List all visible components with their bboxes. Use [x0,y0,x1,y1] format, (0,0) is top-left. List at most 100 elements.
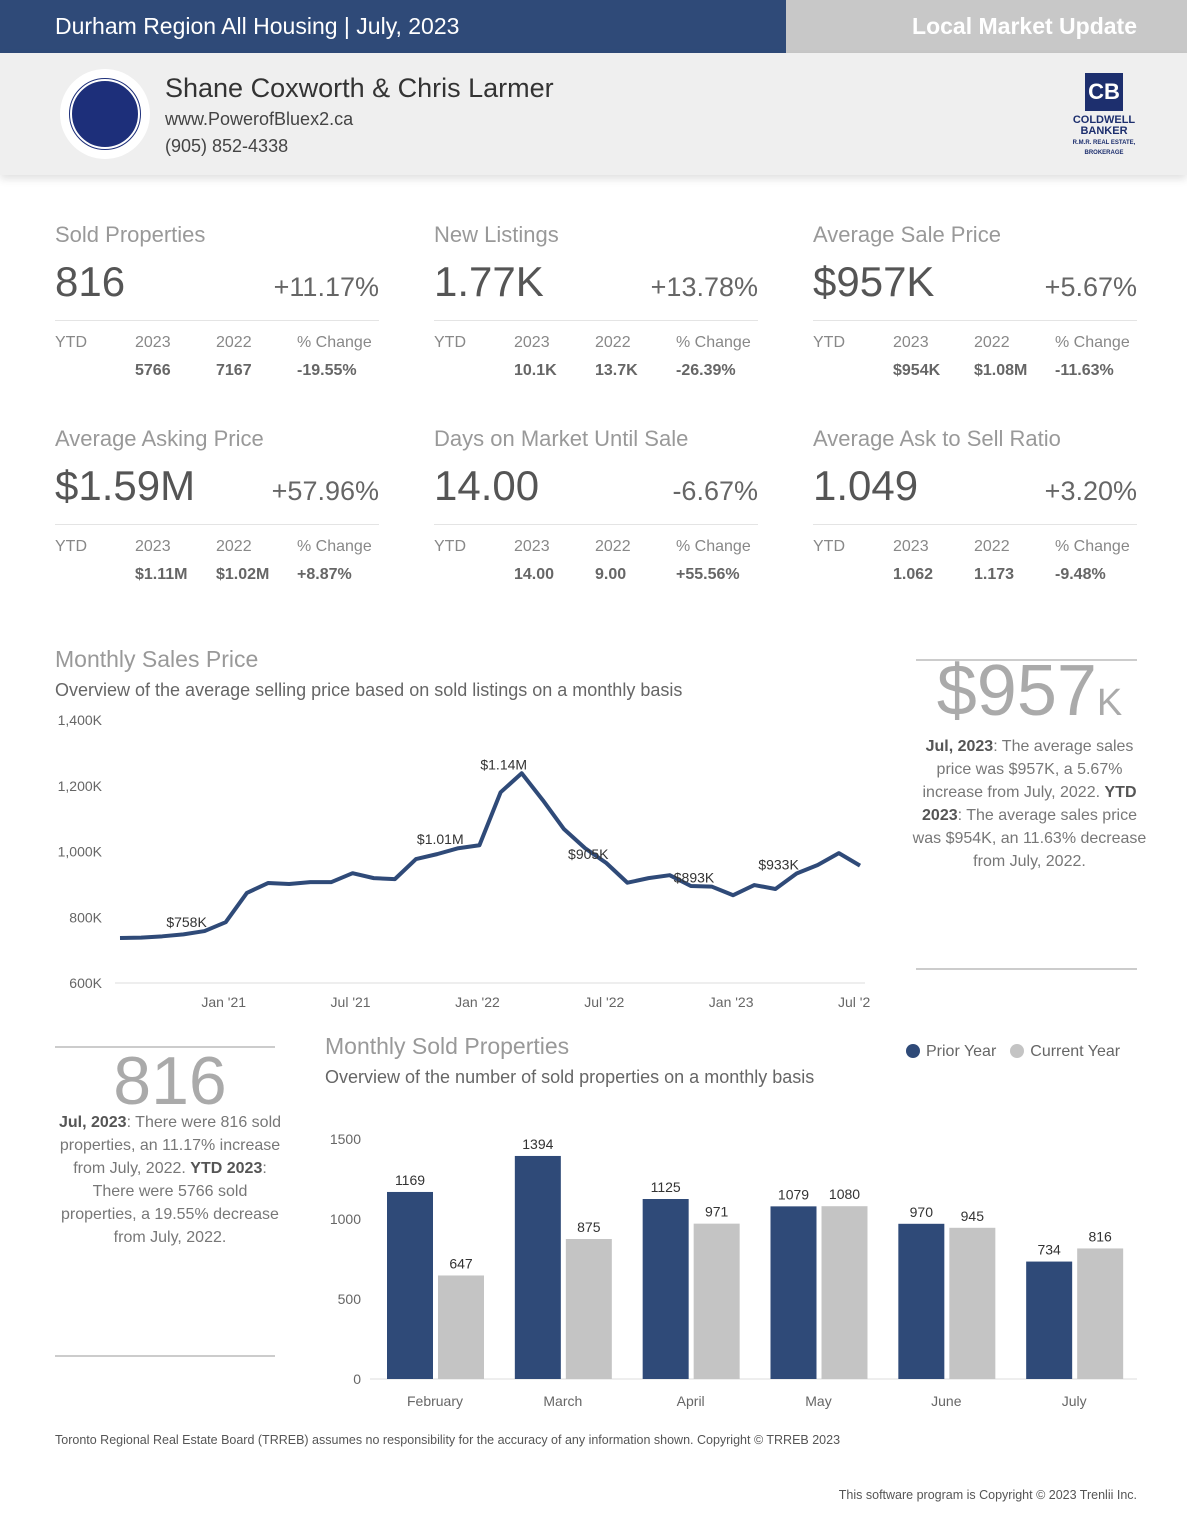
col-2022: 2022 [974,334,1010,351]
divider [55,1355,275,1357]
x-tick-label: Jul '22 [584,994,624,1010]
x-tick-label: February [407,1393,463,1409]
sold-chart-subtitle: Overview of the number of sold propertie… [325,1067,815,1087]
col-2022: 2022 [974,538,1010,555]
x-tick-label: Jan '21 [201,994,246,1010]
agent-phone: (905) 852-4338 [165,136,289,156]
x-tick-label: Jan '23 [709,994,754,1010]
x-tick-label: Jul '23 [838,994,870,1010]
data-label: $1.01M [417,831,464,847]
stat-change: +11.17% [273,272,379,302]
agent-logo [60,69,150,159]
ytd-change: -9.48% [1055,566,1106,583]
ytd-2022: 1.173 [974,566,1015,583]
y-tick-label: 1500 [330,1131,361,1147]
agent-website[interactable]: www.PowerofBluex2.ca [165,109,354,129]
col-2023: 2023 [514,334,550,351]
price-line [119,771,862,940]
y-tick-label: 1000 [330,1211,361,1227]
stat-card: Average Ask to Sell Ratio 1.049 +3.20% YT… [813,426,1137,584]
sold-chart-title: Monthly Sold Properties [325,1033,570,1059]
ytd-label: YTD [55,334,87,351]
bar-current [693,1223,740,1379]
report-badge: Local Market Update [786,0,1187,53]
stat-title: Sold Properties [55,222,206,247]
ytd-2022: 9.00 [595,566,627,583]
y-tick-label: 800K [69,909,102,925]
col-change: % Change [676,538,751,555]
divider [916,968,1137,970]
data-label: $1.14M [480,756,527,772]
sold-properties-bar-chart: 0 500 1000 1500 1169 647 February 1394 875 March 1… [330,1131,1137,1409]
sold-summary: 816 Jul, 2023: There were 816 sold prope… [55,1047,285,1249]
bar-prior [770,1206,817,1379]
bar-prior [514,1155,561,1379]
bar-label: 1169 [395,1172,425,1188]
stat-value: $1.59M [55,462,196,509]
price-big-value: $957 [936,651,1097,731]
x-tick-label: July [1062,1393,1087,1409]
ytd-2023: 1.062 [893,566,934,583]
software-copyright: This software program is Copyright © 202… [838,1488,1137,1502]
ytd-label: YTD [55,538,87,555]
data-label: $933K [758,857,799,873]
stat-value: $957K [813,258,935,305]
stat-title: Average Sale Price [813,222,1001,247]
ytd-2023: $1.11M [135,566,188,583]
ytd-change: +8.87% [297,566,352,583]
x-tick-label: June [931,1393,962,1409]
data-label: $905K [568,846,609,862]
bar-current [949,1227,996,1379]
col-2023: 2023 [135,334,171,351]
stat-card: Average Asking Price $1.59M +57.96% YTD 20… [55,426,379,584]
x-tick-label: Jan '22 [455,994,500,1010]
divider [55,1046,275,1048]
bar-current [1077,1248,1124,1379]
bar-label: 647 [449,1255,473,1271]
legend-prior-year: Prior Year [906,1043,996,1061]
stat-card: Days on Market Until Sale 14.00 -6.67% YT… [434,426,758,584]
bar-current [821,1206,868,1379]
bar-current [438,1275,484,1379]
bar-label: 971 [705,1204,729,1220]
x-tick-label: April [677,1393,705,1409]
ytd-label: YTD [434,334,466,351]
col-2023: 2023 [514,538,550,555]
sales-price-line-chart: 600K 800K 1,000K 1,200K 1,400K Jan '21 Jul '21… [58,712,870,1010]
col-change: % Change [297,334,372,351]
data-label: $758K [166,914,207,930]
col-2023: 2023 [893,538,929,555]
x-tick-label: May [805,1393,831,1409]
bar-current [565,1239,612,1379]
y-tick-label: 1,400K [58,712,103,728]
bar-prior [387,1191,433,1379]
ytd-label: YTD [813,334,845,351]
bar-label: 1125 [651,1179,681,1195]
x-tick-label: March [543,1393,582,1409]
stat-value: 1.77K [434,258,544,305]
stat-value: 1.049 [813,462,919,509]
price-chart-title: Monthly Sales Price [55,646,259,672]
stat-change: +13.78% [650,272,758,302]
data-label: $893K [674,870,715,886]
stat-title: Days on Market Until Sale [434,426,689,451]
ytd-2023: 5766 [135,362,171,379]
bar-label: 1079 [778,1186,809,1202]
ytd-2022: 13.7K [595,362,638,379]
ytd-change: -26.39% [676,362,736,379]
price-summary: $957K Jul, 2023: The average sales price… [912,651,1147,870]
stat-card: Sold Properties 816 +11.17% YTD 2023 2022 % … [55,222,379,380]
bar-label: 1080 [829,1186,860,1202]
bar-prior [642,1199,689,1379]
col-2023: 2023 [135,538,171,555]
stat-change: +57.96% [271,476,379,506]
ytd-2022: 7167 [216,362,252,379]
bar-label: 734 [1037,1242,1061,1258]
y-tick-label: 1,000K [58,844,103,860]
stat-title: New Listings [434,222,559,247]
bar-legend: Prior Year Current Year [906,1043,1120,1061]
ytd-2023: 10.1K [514,362,557,379]
col-change: % Change [1055,538,1130,555]
legend-current-year: Current Year [1010,1043,1120,1061]
col-2022: 2022 [216,334,252,351]
